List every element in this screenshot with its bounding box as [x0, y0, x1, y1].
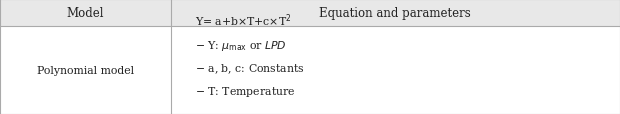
- Text: $-$ a, b, c: Constants: $-$ a, b, c: Constants: [195, 62, 305, 75]
- Text: Polynomial model: Polynomial model: [37, 65, 134, 75]
- Bar: [0, 0, 620, 27]
- Text: Model: Model: [66, 7, 104, 20]
- Text: Equation and parameters: Equation and parameters: [319, 7, 471, 20]
- Bar: [0, 27, 620, 114]
- Text: $-$ T: Temperature: $-$ T: Temperature: [195, 84, 296, 98]
- Text: Y= a+b$\times$T+c$\times$T$^{2}$: Y= a+b$\times$T+c$\times$T$^{2}$: [195, 12, 291, 29]
- Text: $-$ Y: $\mu_{\mathrm{max}}$ or $\mathit{LPD}$: $-$ Y: $\mu_{\mathrm{max}}$ or $\mathit{…: [195, 39, 287, 53]
